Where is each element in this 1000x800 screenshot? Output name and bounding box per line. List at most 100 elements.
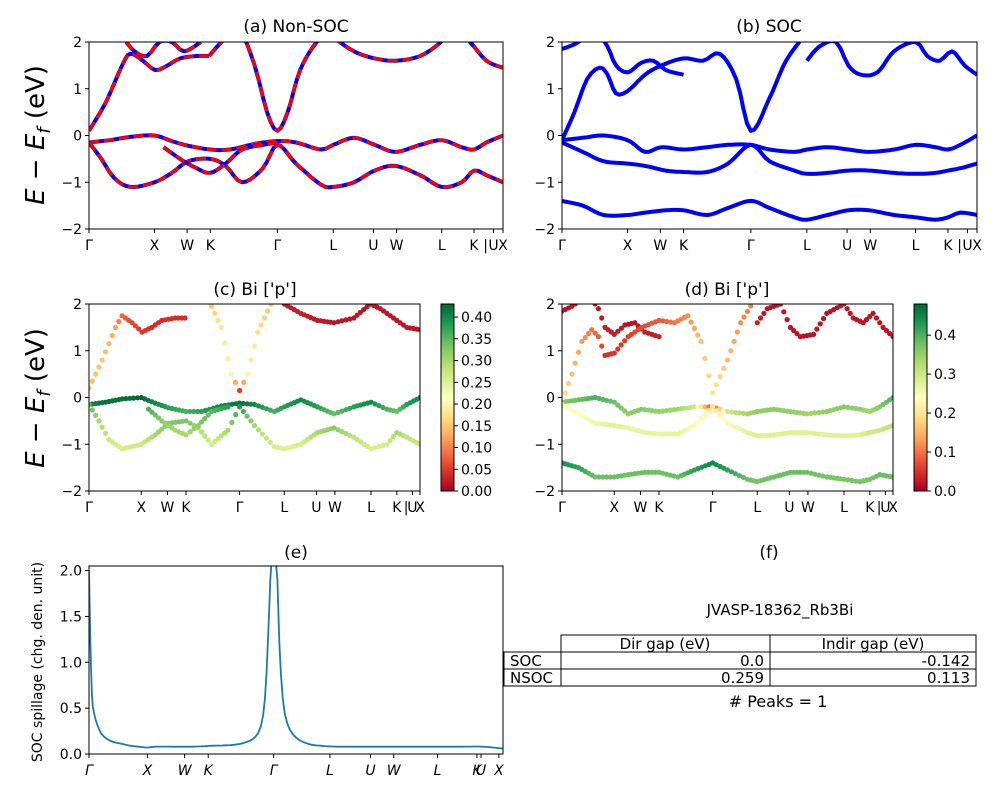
- panel-b-xtick-label: X: [623, 238, 633, 254]
- panel-c-projection-point: [265, 308, 271, 314]
- panel-a-xtick-label: W: [180, 238, 194, 254]
- panel-c-projection-point: [267, 439, 273, 445]
- panel-a-band-line-dashed: [125, 42, 202, 58]
- panel-d-colorbar-tick-label: 0.1: [934, 445, 956, 461]
- panel-d-projection-point: [804, 430, 810, 436]
- panel-c-projection-point: [380, 442, 386, 448]
- panel-a-xtick-label: L: [438, 238, 446, 254]
- panel-d-projection-point: [664, 318, 670, 325]
- panel-c-projection-point: [372, 401, 378, 407]
- panel-c-xtick-label: K: [392, 500, 402, 516]
- panel-c-projection-point: [187, 408, 193, 415]
- panel-c-projection-point: [208, 304, 215, 309]
- panel-c-projection-point: [387, 437, 393, 443]
- panel-c-xtick-label: Γ: [236, 500, 244, 516]
- panel-c-projection-point: [331, 411, 337, 417]
- panel-c-projection-point: [237, 404, 243, 410]
- panel-d-projection-point: [585, 331, 592, 337]
- panel-d-ytick-label: −1: [534, 437, 555, 453]
- panel-c-projection-point: [131, 395, 137, 401]
- panel-c-colorbar-tick-label: 0.40: [461, 310, 492, 326]
- panel-d-xtick-label: X: [888, 500, 898, 516]
- table-nsoc-indir: 0.113: [927, 669, 970, 687]
- panel-d-projection-point: [781, 309, 787, 315]
- panel-d-colorbar-tick-label: 0.0: [934, 484, 956, 500]
- panel-d-xtick-label: Γ: [558, 500, 566, 516]
- panel-c-projection-point: [248, 357, 254, 363]
- panel-d-projection-point: [812, 471, 818, 477]
- panel-d-title: (d) Bi ['p']: [685, 280, 770, 300]
- panel-d-projection-point: [736, 473, 743, 479]
- panel-c-projection-point: [335, 319, 341, 325]
- panel-d-projection-point: [867, 313, 873, 320]
- panel-d-projection-point: [698, 338, 704, 344]
- panel-d-projection-point: [877, 320, 883, 326]
- panel-e-xtick-label: K: [472, 763, 483, 779]
- panel-c-projection-point: [127, 395, 133, 401]
- panel-c-projection-point: [212, 310, 218, 316]
- panel-d-projection-point: [632, 320, 638, 326]
- table-row-cell: [769, 668, 977, 687]
- panel-c-projection-point: [335, 409, 341, 416]
- ylabel-energy-top: E − Ef (eV): [21, 65, 55, 205]
- panel-c-xtick-label: W: [328, 500, 342, 516]
- panel-c-projection-point: [390, 433, 397, 440]
- panel-d-projection-point: [732, 471, 739, 477]
- panel-d-projection-point: [794, 331, 800, 337]
- panel-b-ytick-label: −1: [534, 175, 555, 191]
- panel-c-projection-point: [255, 329, 261, 335]
- panel-d-projection-point: [812, 410, 818, 416]
- panel-d-projection-point: [656, 431, 662, 437]
- panel-d-projection-point: [777, 304, 784, 307]
- panel-c-projection-point: [244, 413, 250, 419]
- panel-d-projection-point: [817, 321, 823, 327]
- panel-b-xtick-label: W: [653, 238, 667, 254]
- panel-d-projection-point: [890, 394, 893, 401]
- panel-d-projection-point: [618, 405, 624, 411]
- panel-b-band-line: [562, 42, 684, 77]
- panel-d-projection-point: [702, 404, 708, 410]
- panel-c-projection-point: [109, 333, 115, 339]
- table-soc-dir: 0.0: [740, 652, 764, 670]
- panel-d-projection-point: [820, 316, 827, 322]
- panel-d-projection-point: [758, 315, 764, 321]
- panel-c-colorbar-tick-label: 0.00: [461, 484, 492, 500]
- panel-e-xtick-label: U: [365, 763, 375, 779]
- panel-d-projection-point: [853, 432, 859, 438]
- panel-b-xtick-label: K: [943, 238, 953, 254]
- panel-c-projection-point: [198, 419, 205, 425]
- panel-b-xtick-label: |: [957, 238, 962, 254]
- panel-a-xtick-label: Γ: [85, 238, 93, 254]
- panel-c-projection-point: [96, 418, 102, 424]
- panel-c-projection-point: [93, 412, 99, 418]
- table-nsoc-dir: 0.259: [721, 669, 764, 687]
- panel-d-projection-point: [724, 357, 731, 363]
- panel-a-xtick-label: |: [483, 238, 488, 254]
- panel-d-xtick-label: U: [784, 500, 794, 516]
- panel-b-xtick-label: L: [912, 238, 920, 254]
- panel-c-projection-point: [225, 355, 231, 362]
- table-header-dir: Dir gap (eV): [620, 635, 711, 653]
- panel-d-ytick-label: 2: [546, 297, 555, 313]
- panel-d-projection-point: [599, 343, 605, 349]
- panel-a-xtick-label: X: [150, 238, 160, 254]
- panel-d-projection-point: [890, 423, 893, 429]
- panel-c-projection-point: [347, 316, 353, 322]
- panel-c-colorbar-tick-label: 0.10: [461, 441, 492, 457]
- panel-d-projection-point: [754, 320, 760, 326]
- panel-e-xtick-label: W: [178, 763, 193, 779]
- table-row-label-soc: SOC: [510, 652, 542, 670]
- panel-d-projection-point: [844, 306, 850, 312]
- panel-c-projection-point: [119, 396, 125, 402]
- panel-a-xtick-label: Γ: [273, 238, 281, 254]
- panel-d-projection-point: [804, 469, 810, 475]
- panel-d-projection-point: [887, 331, 893, 337]
- panel-c-projection-point: [339, 408, 345, 414]
- panel-c-projection-point: [384, 441, 390, 447]
- panel-d-projection-point: [728, 348, 734, 354]
- panel-d-projection-point: [656, 334, 662, 340]
- panel-c-projection-point: [268, 304, 274, 307]
- panel-c-projection-point: [198, 429, 205, 435]
